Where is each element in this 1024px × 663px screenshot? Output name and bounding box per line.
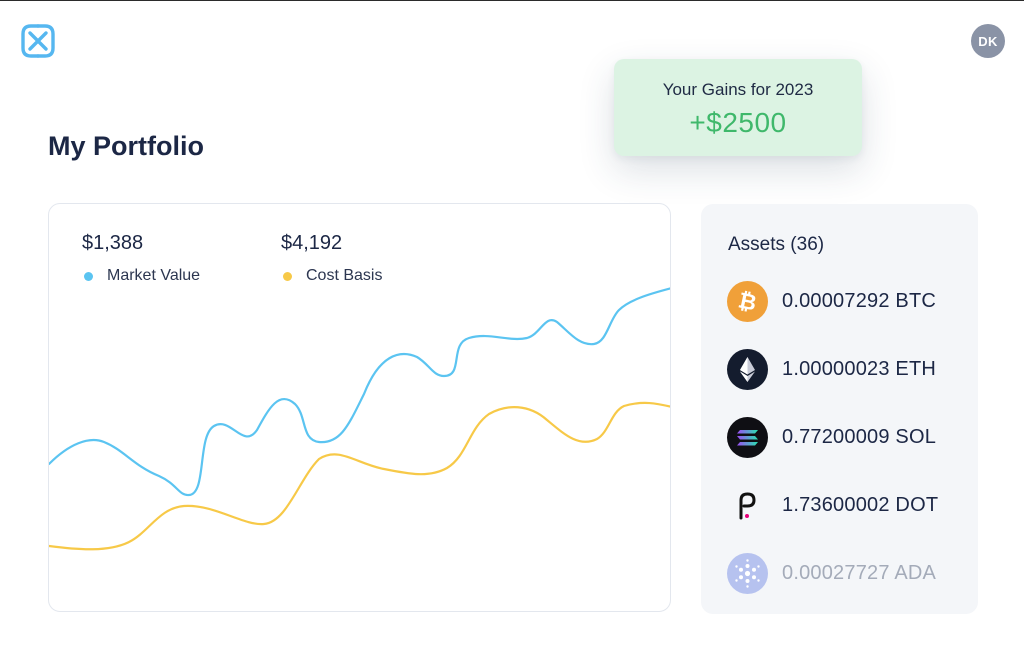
market-value-label: Market Value bbox=[107, 267, 201, 284]
gains-value: +$2500 bbox=[689, 107, 787, 138]
market-value-line bbox=[49, 287, 670, 497]
gains-label: Your Gains for 2023 bbox=[662, 80, 814, 99]
asset-amount: 0.00007292 BTC bbox=[782, 289, 937, 312]
solana-icon bbox=[727, 416, 768, 458]
polkadot-icon bbox=[727, 484, 768, 526]
asset-row-ada[interactable]: 0.00027727 ADA bbox=[727, 552, 936, 594]
asset-row-dot[interactable]: 1.73600002 DOT bbox=[727, 484, 938, 526]
asset-row-btc[interactable]: ₿ 0.00007292 BTC bbox=[727, 280, 936, 322]
asset-amount: 1.73600002 DOT bbox=[782, 493, 939, 516]
asset-amount: 0.00027727 ADA bbox=[782, 561, 937, 584]
ethereum-icon bbox=[727, 348, 768, 390]
market-value-amount: $1,388 bbox=[82, 232, 144, 254]
cost-basis-stat: $4,192 Cost Basis bbox=[281, 232, 382, 285]
asset-row-sol[interactable]: 0.77200009 SOL bbox=[727, 416, 936, 458]
market-value-stat: $1,388 Market Value bbox=[82, 232, 200, 285]
bitcoin-icon: ₿ bbox=[727, 280, 768, 322]
asset-row-eth[interactable]: 1.00000023 ETH bbox=[727, 348, 936, 390]
portfolio-line-chart bbox=[49, 287, 670, 551]
market-value-dot-icon bbox=[84, 271, 93, 281]
svg-text:₿: ₿ bbox=[736, 288, 759, 316]
asset-amount: 0.77200009 SOL bbox=[782, 425, 937, 448]
page-title: My Portfolio bbox=[48, 131, 204, 161]
cardano-icon bbox=[727, 552, 768, 594]
cost-basis-legend: Cost Basis bbox=[281, 267, 382, 285]
gains-card: Your Gains for 2023 +$2500 bbox=[614, 59, 862, 156]
portfolio-chart-card: $1,388 Market Value $4,192 Cost Basis bbox=[48, 203, 671, 612]
cost-basis-amount: $4,192 bbox=[281, 232, 343, 254]
user-avatar[interactable]: DK bbox=[971, 24, 1005, 58]
assets-panel: Assets (36) ₿ 0.00007292 BTC 1.00000023 … bbox=[701, 204, 978, 614]
cost-basis-dot-icon bbox=[283, 271, 292, 281]
cost-basis-label: Cost Basis bbox=[306, 267, 383, 284]
link-loop-logo-icon[interactable] bbox=[19, 22, 57, 60]
asset-amount: 1.00000023 ETH bbox=[782, 357, 937, 380]
assets-title: Assets (36) bbox=[728, 234, 825, 255]
market-value-legend: Market Value bbox=[82, 267, 200, 285]
cost-basis-line bbox=[49, 401, 670, 551]
